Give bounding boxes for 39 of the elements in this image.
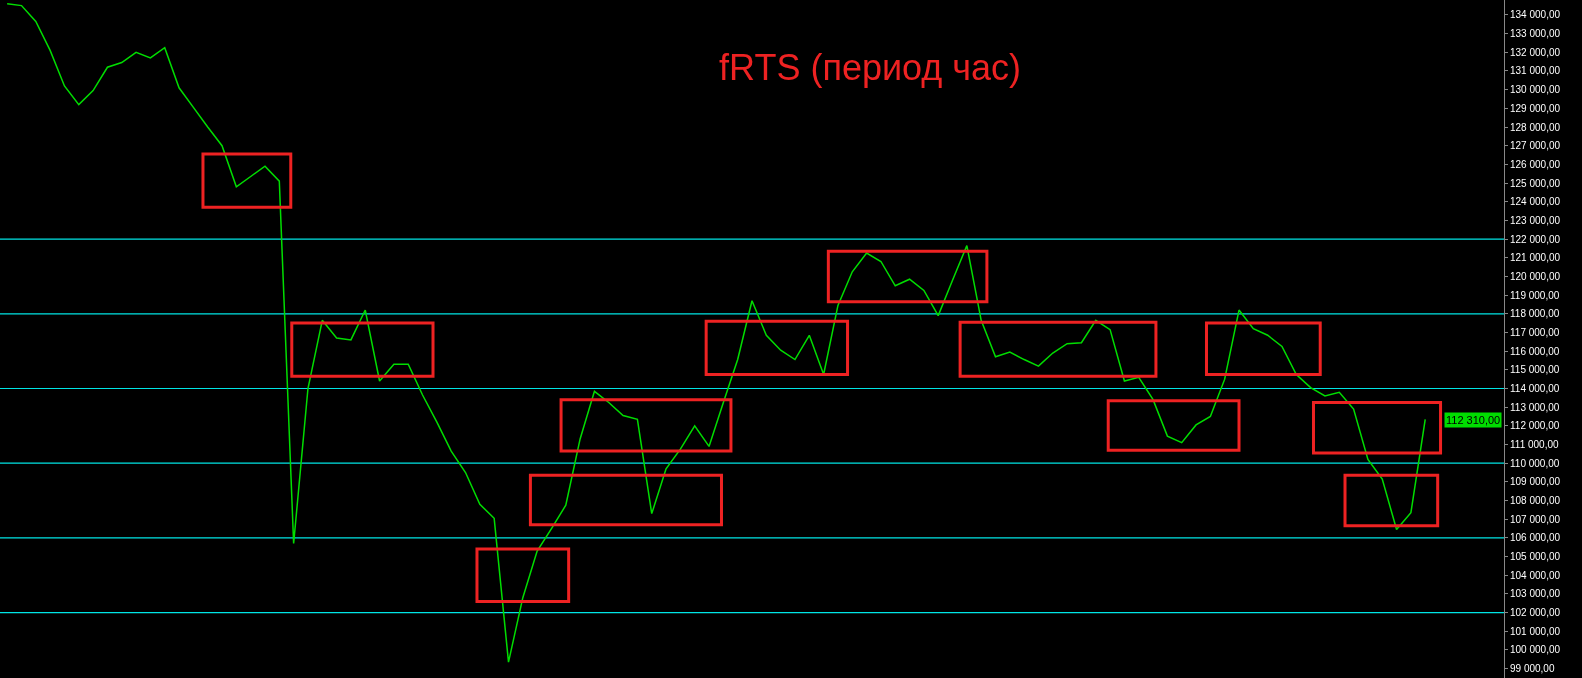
- y-tick-label: 108 000,00: [1510, 495, 1561, 507]
- text: 112 310,00: [1446, 414, 1501, 426]
- y-tick-label: 99 000,00: [1510, 663, 1555, 675]
- y-tick-label: 102 000,00: [1510, 607, 1561, 619]
- y-tick-label: 129 000,00: [1510, 102, 1561, 114]
- y-tick-label: 125 000,00: [1510, 177, 1561, 189]
- y-tick-label: 114 000,00: [1510, 383, 1560, 394]
- y-tick-label: 103 000,00: [1510, 588, 1561, 600]
- y-tick-label: 128 000,00: [1510, 121, 1561, 133]
- y-tick-label: 123 000,00: [1510, 214, 1561, 226]
- y-tick-label: 105 000,00: [1510, 551, 1561, 563]
- y-tick-label: 122 000,00: [1510, 233, 1561, 245]
- y-tick-label: 116 000,00: [1510, 345, 1560, 357]
- y-tick-label: 118 000,00: [1510, 308, 1560, 320]
- y-tick-label: 119 000,00: [1510, 289, 1560, 301]
- y-tick-label: 115 000,00: [1510, 364, 1560, 376]
- y-tick-label: 110 000,00: [1510, 457, 1560, 469]
- y-tick-label: 132 000,00: [1510, 46, 1561, 58]
- y-tick-label: 117 000,00: [1510, 326, 1560, 338]
- y-tick-label: 107 000,00: [1510, 513, 1561, 525]
- y-tick-label: 101 000,00: [1510, 625, 1561, 637]
- y-tick-label: 109 000,00: [1510, 476, 1561, 488]
- y-tick-label: 104 000,00: [1510, 569, 1561, 581]
- y-tick-label: 126 000,00: [1510, 158, 1561, 170]
- y-tick-label: 127 000,00: [1510, 140, 1561, 152]
- y-tick-label: 111 000,00: [1510, 439, 1559, 451]
- y-tick-label: 106 000,00: [1510, 532, 1561, 544]
- y-tick-label: 120 000,00: [1510, 270, 1561, 282]
- y-tick-label: 124 000,00: [1510, 196, 1561, 208]
- line-series: [6, 2, 1426, 663]
- y-tick-label: 131 000,00: [1510, 65, 1561, 77]
- text: fRTS (период час): [719, 47, 1022, 89]
- y-tick-label: 133 000,00: [1510, 28, 1561, 40]
- y-tick-label: 121 000,00: [1510, 252, 1561, 264]
- y-tick-label: 112 000,00: [1510, 420, 1560, 432]
- y-tick-label: 130 000,00: [1510, 84, 1561, 96]
- y-tick-label: 134 000,00: [1510, 9, 1561, 21]
- y-tick-label: 100 000,00: [1510, 644, 1561, 656]
- y-tick-label: 113 000,00: [1510, 401, 1560, 413]
